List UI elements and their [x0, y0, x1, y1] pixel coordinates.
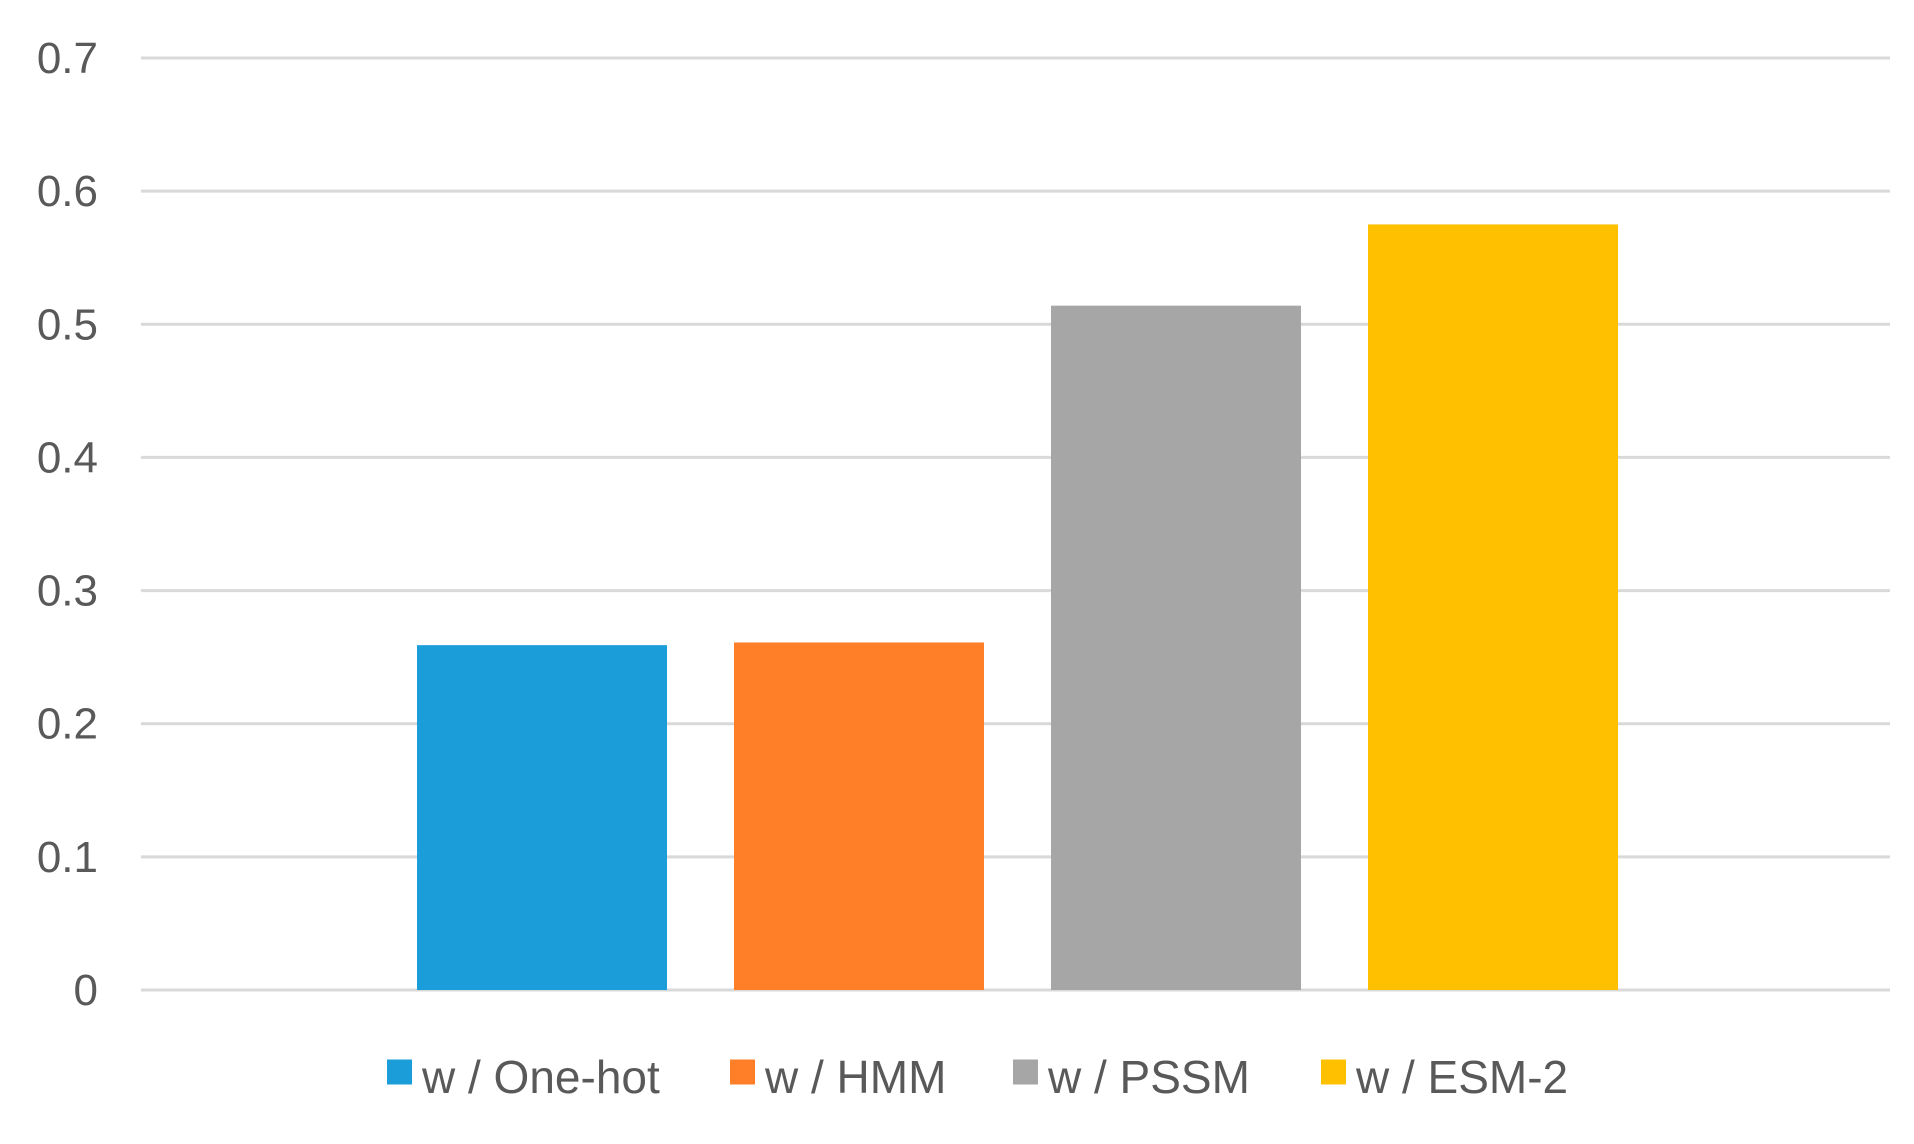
legend-swatch [730, 1059, 755, 1085]
y-tick-label: 0.2 [37, 700, 98, 749]
y-tick-label: 0.6 [37, 167, 98, 216]
legend-label: w / HMM [764, 1051, 946, 1103]
y-tick-label: 0.4 [37, 433, 98, 482]
legend-label: w / ESM-2 [1355, 1051, 1568, 1103]
legend-swatch [1321, 1059, 1346, 1085]
y-tick-label: 0.1 [37, 833, 98, 882]
legend: w / One-hot w / HMM w / PSSM w / ESM-2 [387, 1051, 1568, 1103]
bar-4 [1368, 224, 1618, 990]
legend-label: w / PSSM [1047, 1051, 1250, 1103]
gridlines [141, 56, 1890, 992]
bar-3 [1051, 305, 1301, 990]
bar-1 [417, 645, 667, 990]
y-tick-label: 0.7 [37, 34, 98, 83]
bar-2 [734, 642, 984, 990]
legend-swatch [1013, 1059, 1038, 1085]
y-tick-label: 0.3 [37, 567, 98, 616]
y-tick-label: 0.5 [37, 300, 98, 349]
y-axis-tick-labels: 0 0.1 0.2 0.3 0.4 0.5 0.6 0.7 [37, 34, 98, 1015]
legend-label: w / One-hot [421, 1051, 660, 1103]
bars [417, 224, 1618, 990]
legend-swatch [387, 1059, 412, 1085]
y-tick-label: 0 [74, 966, 98, 1015]
